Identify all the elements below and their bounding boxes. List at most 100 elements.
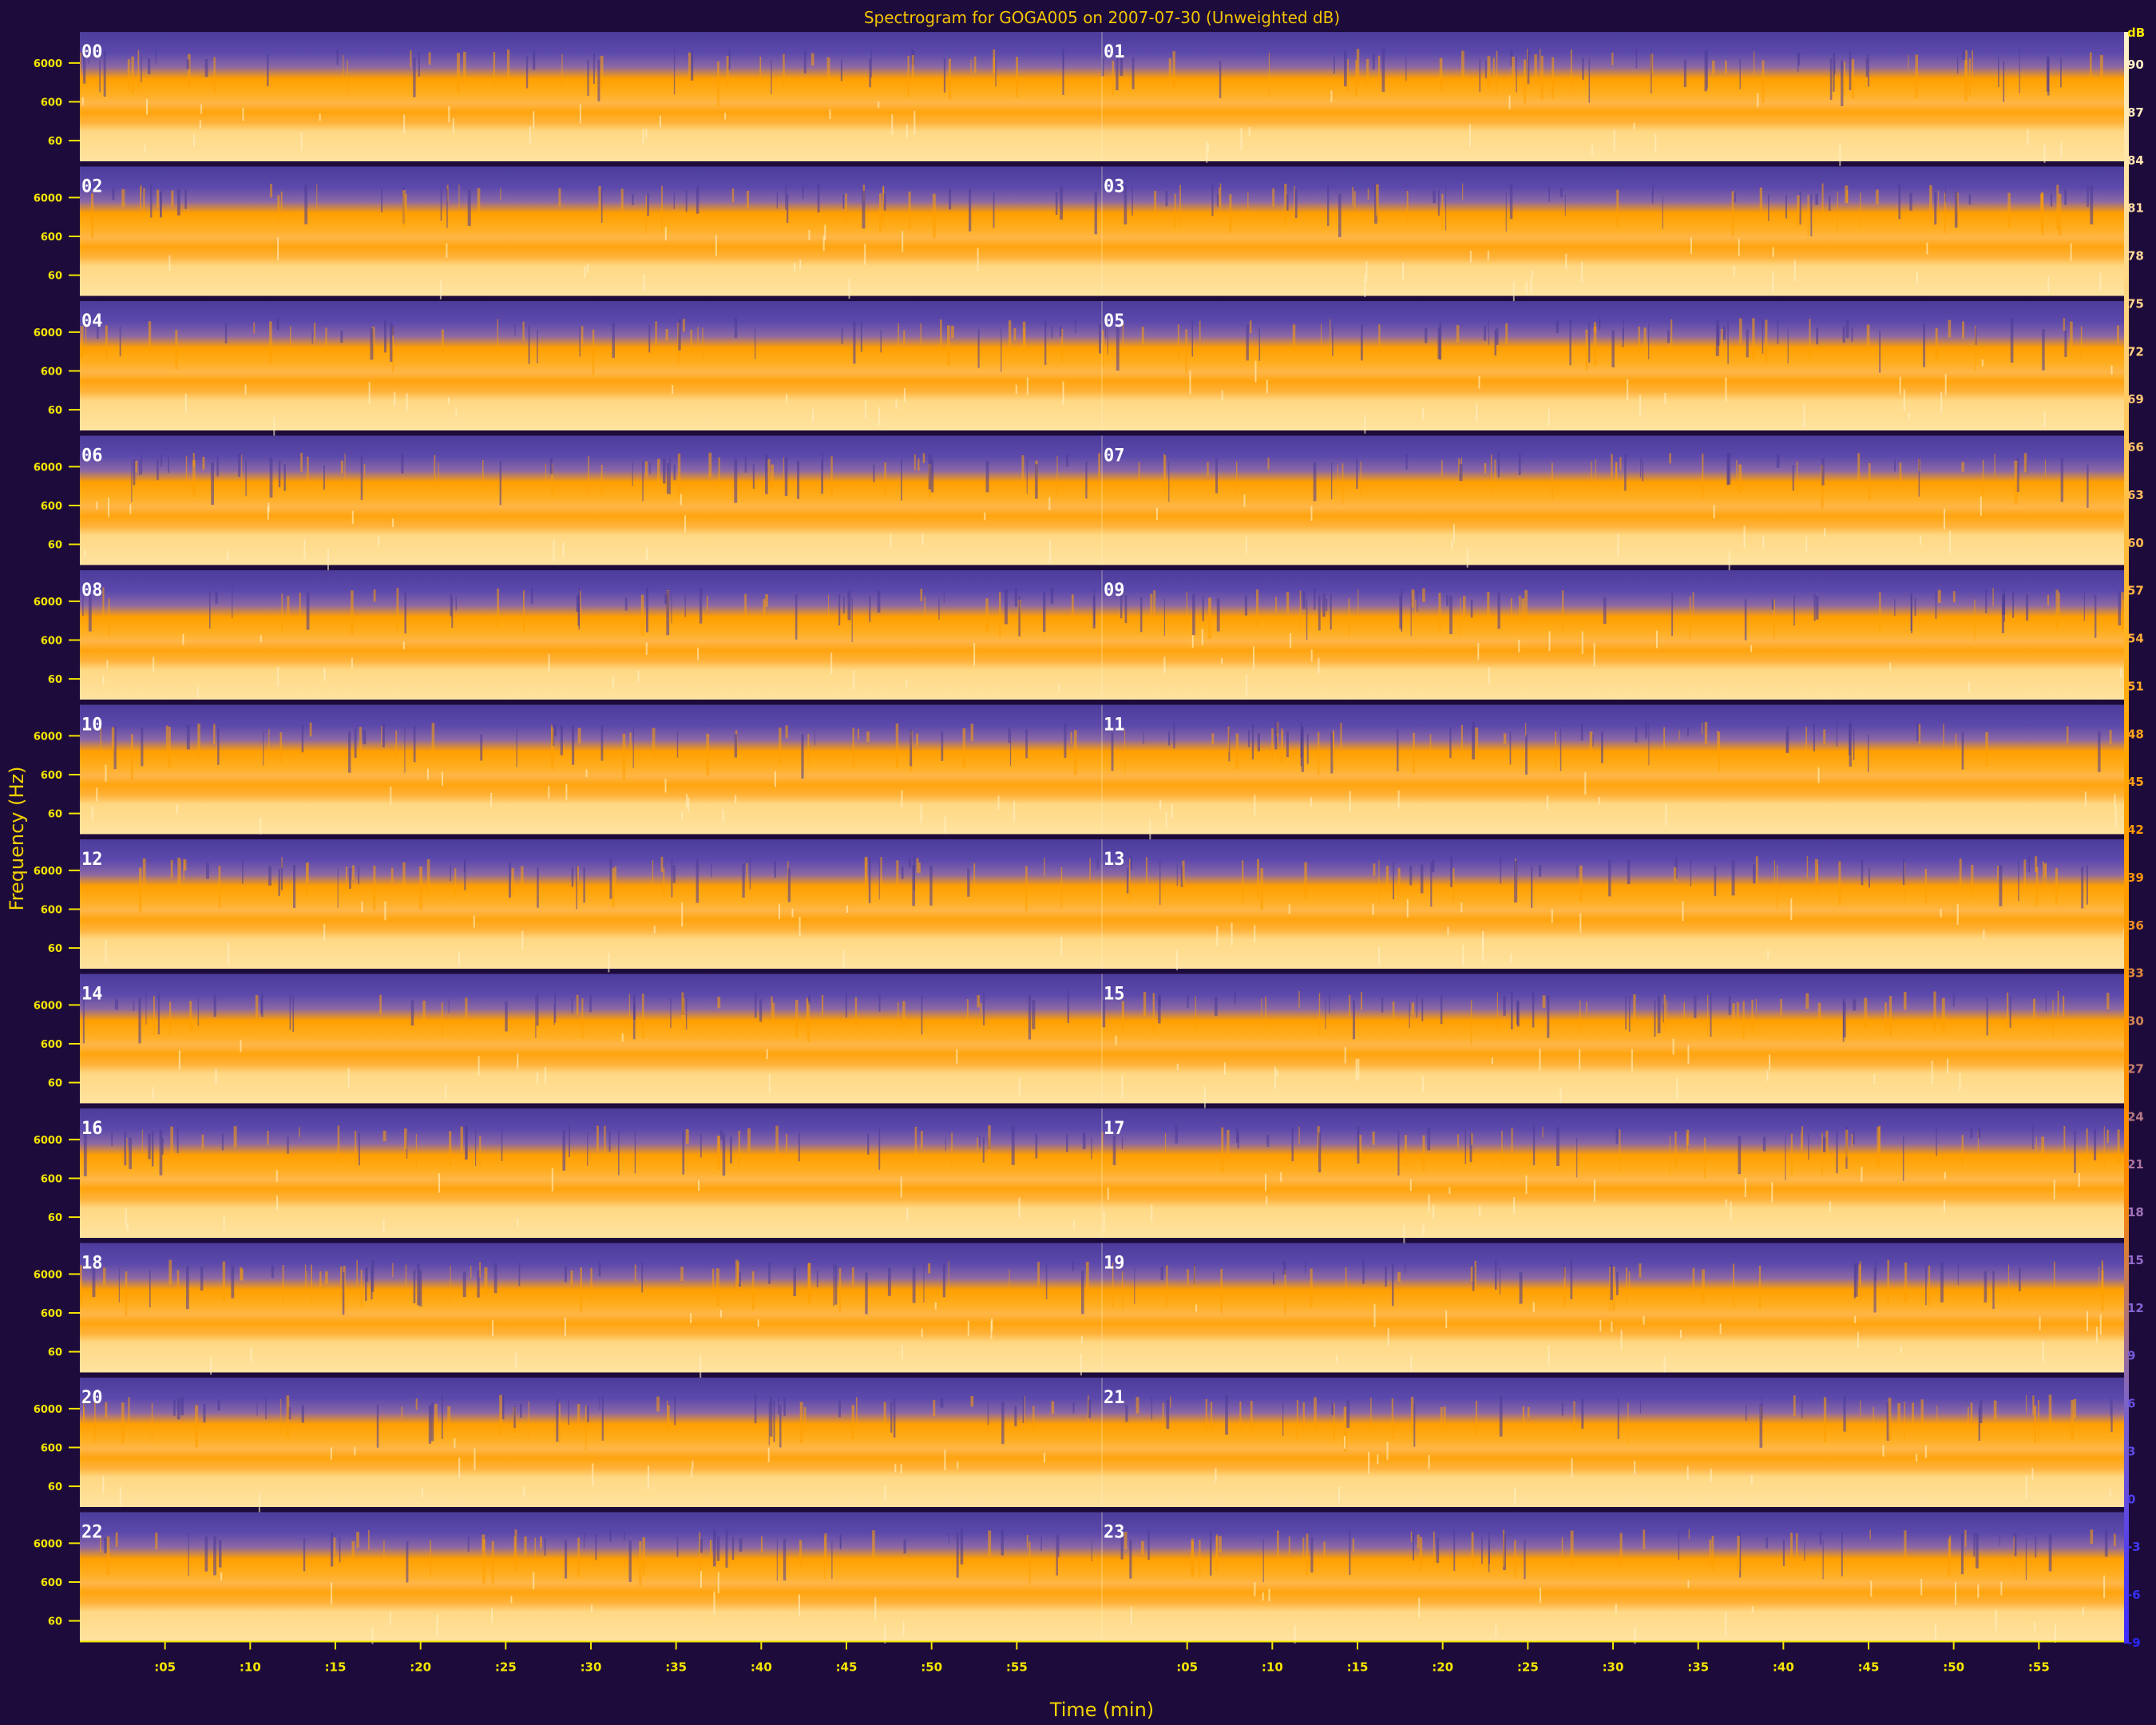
noise-streak (897, 1001, 899, 1029)
noise-streak (667, 1400, 668, 1432)
noise-streak (1066, 454, 1068, 467)
noise-streak (442, 1394, 443, 1439)
colorbar-tick-label: 87 (2127, 105, 2144, 120)
noise-streak (2007, 992, 2009, 1029)
noise-streak (1258, 327, 1260, 361)
noise-streak (1512, 56, 1515, 81)
noise-streak (1286, 731, 1289, 757)
noise-streak (1470, 1000, 1472, 1045)
noise-streak (920, 589, 923, 601)
noise-streak (304, 1264, 307, 1291)
noise-streak (141, 728, 144, 767)
noise-streak (280, 862, 283, 890)
noise-streak (1129, 859, 1131, 902)
noise-streak (1433, 1204, 1435, 1219)
noise-streak (960, 1529, 964, 1564)
noise-streak (1450, 856, 1453, 887)
noise-streak (854, 997, 858, 1026)
noise-streak (2063, 1125, 2066, 1159)
noise-streak (1888, 996, 1892, 1036)
noise-streak (902, 1001, 906, 1027)
noise-streak (480, 734, 483, 761)
noise-streak (522, 321, 525, 341)
colorbar-tick-label: 24 (2127, 1109, 2144, 1124)
noise-streak (337, 1125, 340, 1165)
noise-streak (1496, 327, 1499, 345)
noise-streak (1935, 1624, 1936, 1640)
noise-streak (2047, 276, 2050, 292)
noise-streak (1422, 588, 1425, 602)
noise-streak (1570, 1530, 1574, 1566)
noise-streak (1413, 1404, 1416, 1447)
noise-streak (1057, 1537, 1060, 1557)
noise-streak (600, 465, 603, 496)
noise-streak (83, 1407, 85, 1423)
noise-streak (901, 866, 904, 879)
noise-streak (241, 454, 243, 485)
noise-streak (1332, 326, 1334, 357)
noise-streak (245, 459, 247, 497)
noise-streak (1738, 1136, 1742, 1175)
noise-streak (533, 1572, 535, 1589)
colorbar: dB90878481787572696663605754514845423936… (2124, 26, 2145, 1650)
noise-streak (1904, 991, 1907, 1010)
noise-streak (1345, 1267, 1347, 1300)
noise-streak (404, 728, 406, 773)
noise-streak (1318, 732, 1320, 775)
noise-streak (568, 1399, 569, 1425)
noise-streak (2109, 1489, 2111, 1497)
hour-label: 14 (81, 985, 103, 1005)
noise-streak (2117, 1129, 2120, 1164)
noise-streak (1762, 1136, 1766, 1152)
noise-streak (464, 859, 466, 890)
noise-streak (301, 1405, 304, 1423)
noise-streak (1615, 1127, 1619, 1144)
noise-streak (1314, 587, 1316, 610)
noise-streak (139, 867, 142, 913)
noise-streak (1013, 801, 1016, 823)
noise-streak (1397, 1271, 1401, 1283)
noise-streak (1219, 61, 1222, 98)
noise-streak (1926, 242, 1928, 255)
noise-streak (1410, 1354, 1413, 1373)
noise-streak (1066, 1134, 1068, 1152)
noise-streak (1141, 327, 1144, 344)
noise-streak (1972, 50, 1973, 78)
noise-streak (1488, 319, 1489, 345)
hour-label: 01 (1104, 42, 1125, 62)
noise-streak (2110, 1401, 2113, 1433)
noise-streak (281, 857, 283, 868)
noise-streak (1628, 995, 1631, 1032)
noise-streak (587, 1406, 589, 1422)
noise-streak (896, 860, 899, 892)
noise-streak (199, 120, 201, 129)
noise-streak (184, 189, 187, 209)
noise-streak (1219, 183, 1222, 215)
noise-streak (287, 1136, 289, 1154)
band-texture (80, 318, 2119, 438)
noise-streak (413, 57, 416, 97)
noise-streak (493, 1263, 497, 1294)
noise-streak (1626, 1267, 1627, 1303)
noise-streak (1570, 1259, 1573, 1299)
hour-row: 20 21 (80, 1378, 2124, 1513)
noise-streak (2081, 866, 2084, 909)
noise-streak (146, 99, 148, 115)
noise-streak (300, 132, 303, 151)
noise-streak (1495, 1260, 1497, 1290)
noise-streak (882, 185, 885, 226)
noise-streak (1730, 1201, 1732, 1220)
noise-streak (1281, 728, 1283, 764)
x-tick-label: :15 (325, 1660, 347, 1675)
noise-streak (1286, 592, 1290, 613)
noise-streak (474, 1448, 476, 1470)
y-tick-label: 600 (41, 635, 62, 647)
noise-streak (1216, 598, 1220, 632)
noise-streak (1619, 1533, 1623, 1567)
noise-streak (85, 324, 87, 354)
noise-streak (1745, 1405, 1747, 1422)
noise-streak (218, 866, 221, 908)
noise-streak (2014, 1533, 2017, 1556)
noise-streak (176, 188, 180, 216)
noise-streak (523, 590, 525, 632)
